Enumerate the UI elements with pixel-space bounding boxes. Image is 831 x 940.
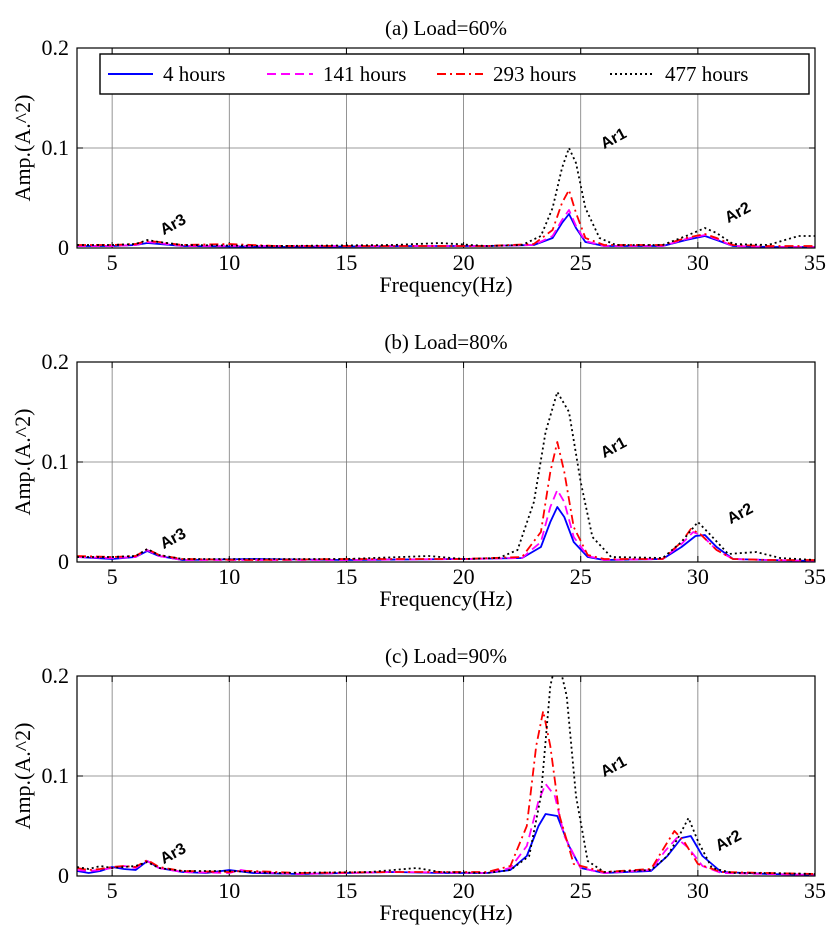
y-axis-label: Amp.(A.^2) — [10, 723, 35, 830]
series-line-293-hours — [77, 189, 815, 247]
legend: 4 hours 141 hours 293 hours 477 hours — [99, 53, 810, 95]
x-tick-label: 5 — [107, 250, 118, 275]
x-axis-label: Frequency(Hz) — [379, 272, 512, 297]
y-tick-label: 0.2 — [42, 349, 70, 374]
x-tick-label: 20 — [453, 878, 475, 903]
y-tick-label: 0 — [58, 549, 69, 574]
legend-label: 4 hours — [163, 62, 225, 86]
peak-annotation: Ar2 — [713, 827, 745, 855]
peak-annotation: Ar3 — [158, 525, 190, 553]
x-axis-label: Frequency(Hz) — [379, 586, 512, 611]
x-tick-label: 25 — [570, 250, 592, 275]
series-group — [77, 147, 815, 248]
peak-annotation: Ar1 — [598, 753, 630, 781]
axes-frame — [76, 47, 816, 249]
x-tick-label: 30 — [687, 878, 709, 903]
y-tick-label: 0.2 — [42, 663, 70, 688]
axes-frame — [76, 675, 816, 877]
y-tick-label: 0.2 — [42, 35, 70, 60]
series-line-477-hours — [77, 391, 815, 561]
peak-annotation: Ar3 — [158, 840, 190, 868]
x-tick-label: 35 — [804, 878, 826, 903]
x-tick-label: 25 — [570, 878, 592, 903]
x-tick-label: 20 — [453, 250, 475, 275]
legend-label: 477 hours — [665, 62, 748, 86]
y-axis-label: Amp.(A.^2) — [10, 409, 35, 516]
x-tick-label: 15 — [335, 250, 357, 275]
series-line-293-hours — [77, 710, 815, 875]
y-tick-label: 0.1 — [42, 135, 70, 160]
x-tick-label: 15 — [335, 564, 357, 589]
series-line-4-hours — [77, 213, 815, 248]
y-tick-label: 0.1 — [42, 763, 70, 788]
panel-title: (c) Load=90% — [385, 644, 507, 668]
x-tick-label: 15 — [335, 878, 357, 903]
peak-annotation: Ar2 — [722, 199, 754, 227]
peak-annotation: Ar1 — [598, 125, 630, 153]
x-tick-label: 25 — [570, 564, 592, 589]
y-tick-label: 0.1 — [42, 449, 70, 474]
x-tick-label: 30 — [687, 250, 709, 275]
legend-label: 141 hours — [323, 62, 406, 86]
series-group — [77, 676, 815, 876]
axes-frame — [76, 361, 816, 563]
panel-title: (b) Load=80% — [384, 330, 507, 354]
series-line-293-hours — [77, 441, 815, 561]
series-line-477-hours — [77, 676, 815, 875]
peak-annotation: Ar1 — [598, 434, 630, 462]
series-line-4-hours — [77, 506, 815, 562]
x-tick-label: 10 — [218, 250, 240, 275]
x-tick-label: 5 — [107, 878, 118, 903]
peak-annotation: Ar3 — [158, 211, 190, 239]
x-tick-label: 35 — [804, 250, 826, 275]
y-tick-label: 0 — [58, 235, 69, 260]
x-tick-label: 5 — [107, 564, 118, 589]
legend-box — [99, 53, 810, 95]
panel-2: (b) Load=80% 5 10 15 20 25 30 35 0 0.1 0.2 Ar1 Ar2 Ar… — [10, 330, 826, 611]
legend-label: 293 hours — [493, 62, 576, 86]
panel-title: (a) Load=60% — [385, 16, 507, 40]
x-tick-label: 35 — [804, 564, 826, 589]
x-axis-label: Frequency(Hz) — [379, 900, 512, 925]
panel-1: (a) Load=60% 5 10 15 20 25 30 35 0 0.1 0.2 Ar1 Ar2 Ar… — [10, 16, 826, 297]
y-axis-label: Amp.(A.^2) — [10, 95, 35, 202]
y-tick-label: 0 — [58, 863, 69, 888]
x-tick-label: 20 — [453, 564, 475, 589]
series-line-141-hours — [77, 783, 815, 876]
x-tick-label: 10 — [218, 878, 240, 903]
series-line-477-hours — [77, 147, 815, 247]
series-line-141-hours — [77, 489, 815, 562]
series-group — [77, 391, 815, 562]
panel-3: (c) Load=90% 5 10 15 20 25 30 35 0 0.1 0.2 Ar1 Ar2 Ar… — [10, 644, 826, 925]
x-tick-label: 10 — [218, 564, 240, 589]
series-line-141-hours — [77, 209, 815, 248]
x-tick-label: 30 — [687, 564, 709, 589]
peak-annotation: Ar2 — [724, 500, 756, 528]
